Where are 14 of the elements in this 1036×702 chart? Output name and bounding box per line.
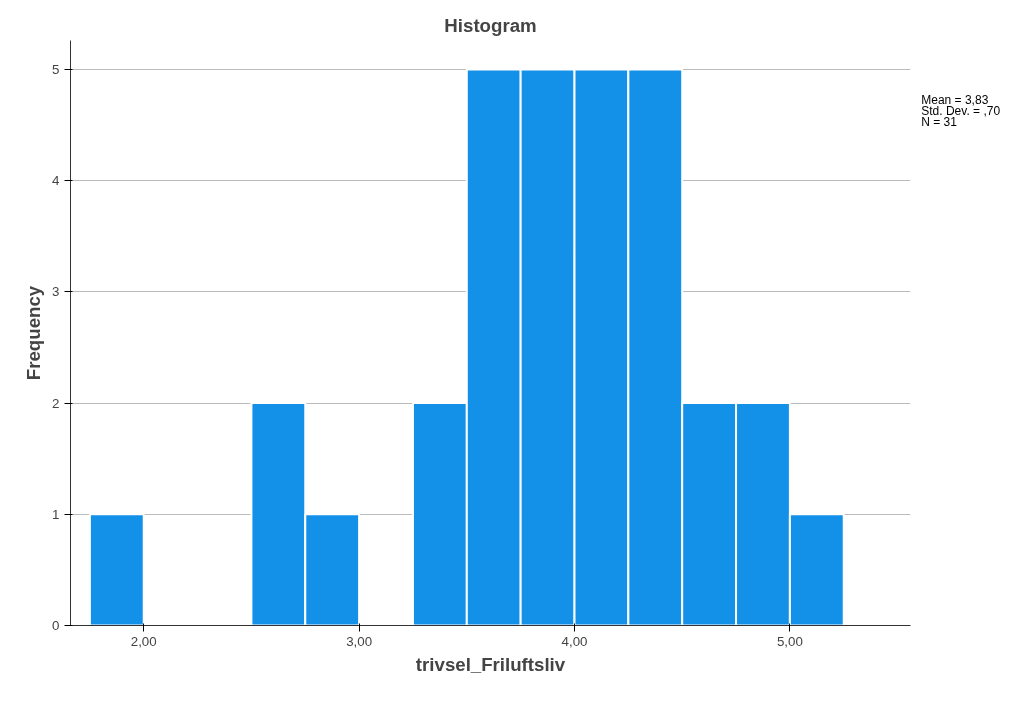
x-tick-label: 4,00 xyxy=(561,633,588,649)
x-axis-title: trivsel_Friluftsliv xyxy=(415,653,566,675)
y-tick-label: 4 xyxy=(52,173,61,189)
text: N = 31 xyxy=(921,114,958,129)
x-tick-label: 5,00 xyxy=(776,633,803,649)
x-tick-label: 3,00 xyxy=(346,633,373,649)
chart-title: Histogram xyxy=(444,14,537,36)
y-axis-title: Frequency xyxy=(23,285,45,381)
y-tick-label: 1 xyxy=(52,506,60,522)
y-tick-label: 3 xyxy=(52,284,60,300)
y-tick-label: 2 xyxy=(52,395,60,411)
y-tick-label: 5 xyxy=(52,61,60,77)
y-tick-label: 0 xyxy=(52,618,60,633)
x-tick-label: 2,00 xyxy=(130,633,157,649)
